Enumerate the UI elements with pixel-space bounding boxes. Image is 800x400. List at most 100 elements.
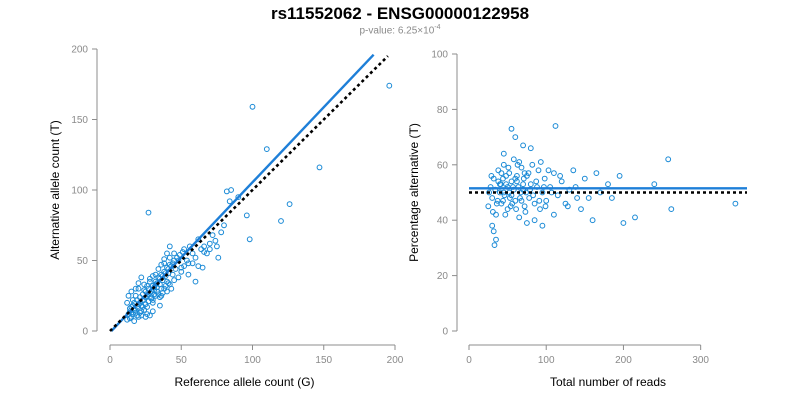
data-point	[501, 192, 508, 199]
data-point	[158, 261, 165, 268]
data-point	[520, 175, 527, 182]
x-axis-title: Total number of reads	[550, 375, 666, 389]
data-point	[166, 243, 173, 250]
y-tick-label: 20	[437, 271, 449, 282]
data-point	[171, 250, 178, 257]
data-point	[516, 159, 523, 165]
y-axis-title: Percentage alternative (T)	[407, 123, 421, 262]
data-point	[531, 217, 538, 224]
data-point	[128, 314, 135, 320]
data-point	[166, 254, 173, 261]
subtitle-text: p-value: 6.25×10	[359, 25, 435, 37]
data-point	[246, 236, 253, 243]
data-point	[181, 246, 188, 253]
subtitle-exponent: -4	[434, 24, 441, 31]
y-tick-label: 40	[437, 216, 449, 227]
x-tick-label: 50	[176, 355, 188, 366]
data-point	[152, 271, 159, 278]
data-point	[157, 302, 163, 309]
data-point	[129, 297, 136, 303]
data-point	[510, 156, 517, 163]
data-point	[164, 288, 170, 295]
data-point	[505, 164, 512, 171]
data-point	[491, 242, 498, 249]
data-point	[732, 200, 739, 207]
data-point	[149, 273, 156, 279]
chart-panel-1: 0 50 100 150 200 0 50 100 150 200 Reference allele…	[48, 45, 404, 390]
y-tick-label: 200	[71, 45, 88, 56]
data-point	[175, 274, 182, 281]
data-point	[144, 304, 151, 310]
data-point	[533, 178, 540, 185]
y-tick-label: 60	[437, 160, 449, 171]
data-point	[316, 164, 323, 171]
data-point	[178, 268, 185, 275]
data-point	[504, 206, 511, 213]
data-point	[147, 312, 153, 319]
x-tick-label: 100	[538, 355, 555, 366]
data-point	[507, 195, 513, 201]
y-axis-title: Alternative allele count (T)	[48, 120, 62, 259]
data-point	[521, 170, 528, 177]
data-point	[531, 200, 538, 207]
data-point	[520, 181, 526, 188]
data-point	[581, 175, 588, 182]
data-point	[206, 246, 213, 253]
x-tick-label: 0	[107, 355, 113, 366]
data-point	[125, 292, 132, 299]
data-point	[161, 260, 168, 267]
data-point	[545, 167, 552, 174]
data-point	[214, 243, 220, 250]
chart-subtitle: p-value: 6.25×10-4	[0, 24, 800, 36]
data-point	[493, 236, 499, 243]
data-point	[609, 195, 615, 201]
data-point	[184, 257, 190, 264]
data-point	[527, 181, 534, 188]
data-point	[195, 236, 202, 243]
data-point	[171, 277, 178, 284]
x-tick-label: 200	[615, 355, 632, 366]
data-point	[514, 161, 521, 168]
data-point	[141, 281, 148, 288]
data-point	[135, 314, 142, 320]
data-point	[209, 232, 216, 239]
data-point	[386, 82, 393, 89]
reference-line	[109, 55, 389, 332]
data-point	[498, 170, 505, 177]
data-point	[632, 214, 638, 221]
data-point	[161, 256, 168, 263]
data-point	[235, 194, 242, 201]
data-point	[201, 243, 208, 250]
data-point	[514, 178, 520, 185]
data-point	[593, 170, 600, 177]
data-point	[169, 271, 176, 278]
data-point	[490, 228, 497, 235]
data-point	[144, 311, 151, 318]
data-point	[263, 146, 270, 153]
y-tick-label: 100	[71, 186, 88, 197]
data-point	[152, 292, 159, 299]
data-point	[178, 264, 185, 271]
data-point	[489, 222, 496, 229]
data-point	[497, 189, 503, 196]
data-point	[141, 287, 148, 294]
data-point	[526, 195, 533, 201]
data-point	[520, 142, 526, 149]
data-point	[508, 125, 515, 132]
x-tick-label: 150	[315, 355, 332, 366]
data-point	[226, 198, 233, 205]
data-point	[493, 200, 500, 207]
data-point	[286, 201, 293, 208]
data-point	[551, 170, 557, 177]
data-point	[149, 297, 156, 303]
data-point	[543, 197, 550, 204]
data-point	[198, 246, 205, 253]
data-point	[181, 263, 188, 270]
data-point	[132, 309, 139, 316]
data-point	[585, 195, 592, 201]
data-point	[212, 237, 219, 244]
data-point	[539, 222, 546, 229]
data-point	[131, 318, 138, 325]
data-point	[141, 307, 148, 313]
